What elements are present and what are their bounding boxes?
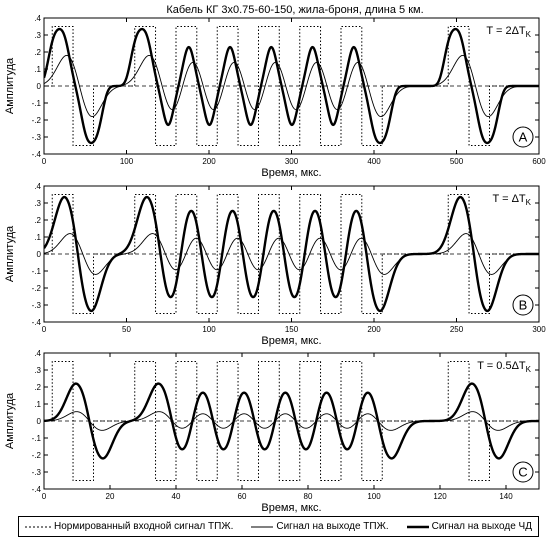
x-tick-label: 200	[202, 157, 216, 166]
series-tpzh-line	[44, 54, 539, 118]
y-tick-label: 0	[37, 82, 42, 91]
y-tick-label: -.4	[32, 150, 42, 159]
y-tick-label: -.2	[32, 284, 42, 293]
x-axis-label: Время, мкс.	[261, 167, 321, 179]
x-tick-label: 300	[285, 157, 299, 166]
y-axis-label: Амплитуда	[4, 225, 16, 282]
legend-label-chd: Сигнал на выходе ЧД	[431, 521, 532, 532]
y-tick-label: .2	[34, 48, 41, 57]
y-tick-label: .3	[34, 199, 41, 208]
legend-item-input: Нормированный входной сигнал ТПЖ.	[25, 521, 233, 532]
chart-panel-C: -.4 -.3 -.2 -.1 0 .1 .2 .3 .4 0 20 40 60 80 100 120 140 В…	[4, 349, 540, 514]
series-tpzh-line	[44, 233, 539, 275]
x-tick-label: 100	[120, 157, 134, 166]
legend-label-input: Нормированный входной сигнал ТПЖ.	[54, 521, 234, 532]
x-tick-label: 100	[202, 325, 216, 334]
y-tick-label: .1	[34, 400, 41, 409]
y-tick-label: -.1	[32, 434, 42, 443]
y-tick-label: -.1	[32, 99, 42, 108]
x-tick-label: 60	[238, 492, 247, 501]
y-tick-label: .2	[34, 216, 41, 225]
panel-letter-circle	[512, 126, 534, 148]
y-tick-label: -.4	[32, 485, 42, 494]
panel-letter-circle	[512, 461, 534, 483]
y-axis-label: Амплитуда	[4, 392, 16, 449]
figure-title: Кабель КГ 3х0.75-60-150, жила-броня, дли…	[166, 4, 423, 16]
x-axis-label: Время, мкс.	[261, 335, 321, 347]
panel-letter: B	[519, 298, 528, 313]
y-tick-label: 0	[37, 250, 42, 259]
y-tick-label: .3	[34, 31, 41, 40]
x-axis-label: Время, мкс.	[261, 502, 321, 514]
y-tick-label: .4	[34, 14, 41, 23]
y-tick-label: -.3	[32, 468, 42, 477]
legend-swatch-thin	[251, 526, 274, 527]
period-annotation: T = 2ΔTK	[486, 25, 531, 39]
panel-letter: C	[518, 465, 527, 480]
period-annotation: T = ΔTK	[493, 193, 532, 207]
curves	[44, 194, 539, 314]
series-chd-line	[44, 195, 539, 313]
x-tick-label: 300	[532, 325, 546, 334]
y-tick-label: -.2	[32, 116, 42, 125]
series-chd-line	[44, 382, 539, 460]
y-tick-label: -.1	[32, 267, 42, 276]
curves	[44, 361, 539, 481]
y-tick-label: .1	[34, 233, 41, 242]
legend-item-tpzh: Сигнал на выходе ТПЖ.	[251, 521, 389, 532]
y-tick-label: -.3	[32, 133, 42, 142]
chart-panel-A: -.4 -.3 -.2 -.1 0 .1 .2 .3 .4 0 100 200 300 400 500 600…	[4, 14, 546, 179]
y-tick-label: -.2	[32, 451, 42, 460]
y-tick-label: .4	[34, 349, 41, 358]
x-tick-label: 150	[285, 325, 299, 334]
y-tick-label: 0	[37, 417, 42, 426]
panel-letter: A	[519, 130, 528, 145]
x-tick-label: 100	[367, 492, 381, 501]
curves	[44, 26, 539, 146]
x-tick-label: 0	[42, 325, 47, 334]
panel-letter-circle	[512, 294, 534, 316]
y-axis-label: Амплитуда	[4, 57, 16, 114]
y-tick-label: -.4	[32, 318, 42, 327]
x-tick-label: 120	[433, 492, 447, 501]
legend: Нормированный входной сигнал ТПЖ. Сигнал…	[18, 516, 539, 537]
x-tick-label: 40	[172, 492, 181, 501]
legend-swatch-dotted	[25, 526, 51, 527]
x-tick-label: 400	[367, 157, 381, 166]
chart-panel-B: -.4 -.3 -.2 -.1 0 .1 .2 .3 .4 0 50 100 150 200 250 300 В…	[4, 182, 546, 347]
y-tick-label: .2	[34, 383, 41, 392]
panels: -.4-.3-.2-.10.1.2.3.40 100 200 300 400 500 600…	[4, 14, 546, 514]
x-tick-label: 50	[122, 325, 131, 334]
y-tick-label: -.3	[32, 301, 42, 310]
x-tick-label: 250	[450, 325, 464, 334]
y-tick-label: .1	[34, 65, 41, 74]
x-tick-label: 0	[42, 492, 47, 501]
y-tick-label: .4	[34, 182, 41, 191]
x-tick-label: 0	[42, 157, 47, 166]
period-annotation: T = 0.5ΔTK	[477, 360, 531, 374]
legend-item-chd: Сигнал на выходе ЧД	[406, 521, 532, 532]
x-tick-label: 600	[532, 157, 546, 166]
x-tick-label: 20	[106, 492, 115, 501]
x-tick-label: 200	[367, 325, 381, 334]
y-tick-label: .3	[34, 366, 41, 375]
legend-swatch-thick	[406, 525, 429, 528]
legend-label-tpzh: Сигнал на выходе ТПЖ.	[276, 521, 389, 532]
x-tick-label: 500	[450, 157, 464, 166]
x-tick-label: 140	[499, 492, 513, 501]
x-tick-label: 80	[304, 492, 313, 501]
series-chd-line	[44, 27, 539, 145]
